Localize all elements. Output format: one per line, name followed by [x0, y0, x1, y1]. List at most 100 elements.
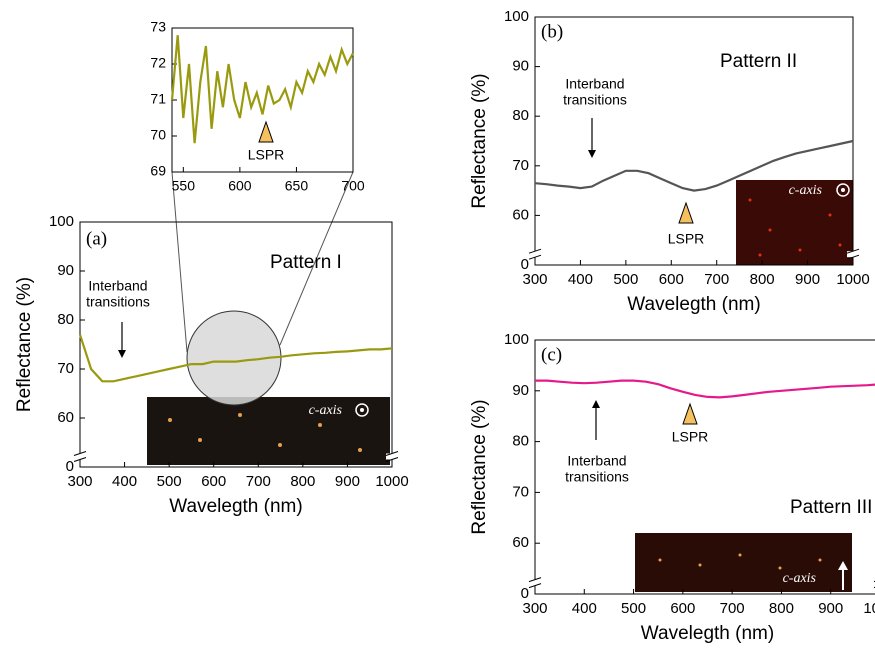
y-tick-label: 100 — [504, 8, 529, 25]
x-tick-label: 600 — [659, 271, 684, 288]
x-tick-label: 1000 — [836, 271, 869, 288]
y-tick-label: 0 — [521, 256, 529, 273]
x-axis-label: Wavelegth (nm) — [169, 496, 302, 517]
x-tick-label: 500 — [621, 600, 646, 617]
axis-symbol — [836, 183, 850, 197]
y-tick-label: 73 — [150, 19, 166, 35]
x-tick-label: 600 — [670, 600, 695, 617]
axis-break-gap — [529, 251, 541, 258]
plot-frame — [534, 339, 875, 595]
x-tick-label: 800 — [769, 600, 794, 617]
y-tick-label: 90 — [57, 262, 74, 279]
x-tick-label: 600 — [201, 473, 226, 490]
plot-frame — [79, 221, 393, 468]
axis-symbol-dot — [841, 188, 845, 192]
x-tick-label: 400 — [568, 271, 593, 288]
y-tick-label: 60 — [512, 206, 529, 223]
interband-label: transitions — [565, 469, 629, 485]
data-line — [78, 334, 393, 383]
c-axis-label: c-axis — [309, 403, 343, 418]
y-tick-label: 100 — [49, 213, 74, 230]
y-tick-label: 0 — [521, 585, 529, 602]
x-tick-label: 900 — [818, 600, 843, 617]
lspr-markers — [258, 120, 698, 425]
x-axis-label: Wavelegth (nm) — [641, 623, 774, 644]
interband-label: Interband — [567, 453, 626, 469]
x-tick-label: 700 — [720, 600, 745, 617]
axis-break-mark — [528, 248, 542, 254]
x-tick-label: 400 — [572, 600, 597, 617]
pattern-label: Pattern I — [270, 252, 342, 273]
x-tick-label: 1000 — [375, 473, 408, 490]
x-tick-label: 800 — [290, 473, 315, 490]
y-tick-label: 0 — [66, 458, 74, 475]
y-tick-label: 90 — [512, 382, 529, 399]
lspr-label: LSPR — [668, 231, 705, 247]
pattern-label: Pattern III — [790, 497, 872, 518]
x-tick-label: 550 — [172, 178, 196, 194]
y-tick-label: 72 — [150, 55, 166, 71]
zoom-line — [171, 171, 188, 353]
axis-symbol-dot — [360, 408, 364, 412]
axis-break-mark — [846, 254, 860, 260]
axis-symbol — [355, 403, 369, 417]
panel-label: (c) — [541, 344, 562, 365]
lspr-label: LSPR — [672, 429, 709, 445]
interband-label: transitions — [563, 92, 627, 108]
axis-break-mark — [73, 457, 87, 462]
zoom-circle — [186, 310, 282, 406]
arrows — [121, 118, 597, 440]
axis-break-gap — [529, 579, 541, 586]
y-tick-label: 80 — [512, 433, 529, 450]
data-line — [170, 35, 354, 144]
y-axis-label: Reflectance (%) — [14, 277, 35, 412]
speckles — [168, 198, 842, 570]
axis-break-gap — [386, 453, 398, 460]
axis-break-mark — [528, 254, 542, 260]
axis-break-mark — [528, 577, 542, 583]
micrograph-a — [147, 397, 390, 465]
x-tick-label: 650 — [285, 178, 309, 194]
y-axis-label: Reflectance (%) — [469, 73, 490, 208]
panel-label: (a) — [86, 228, 107, 249]
y-tick-label: 80 — [512, 107, 529, 124]
y-tick-label: 100 — [504, 331, 529, 348]
c-axis-label: c-axis — [783, 571, 817, 586]
x-tick-label: 900 — [795, 271, 820, 288]
axis-arrowhead — [838, 561, 848, 570]
y-axis-label: Reflectance (%) — [469, 399, 490, 534]
arrowheads — [118, 150, 600, 408]
micrograph-c — [635, 533, 852, 592]
x-tick-label: 500 — [157, 473, 182, 490]
x-axis-label: Wavelegth (nm) — [627, 294, 760, 315]
x-tick-label: 700 — [246, 473, 271, 490]
axis-break-mark — [385, 457, 399, 462]
x-tick-label: 300 — [522, 600, 547, 617]
panel-label: (b) — [541, 21, 563, 42]
axis-break-mark — [846, 248, 860, 254]
axis-break-mark — [528, 583, 542, 589]
y-tick-label: 70 — [512, 157, 529, 174]
y-tick-label: 69 — [150, 163, 166, 179]
x-tick-label: 800 — [750, 271, 775, 288]
x-tick-label: 500 — [613, 271, 638, 288]
y-tick-label: 90 — [512, 58, 529, 75]
lspr-label: LSPR — [248, 147, 285, 163]
data-line — [534, 139, 854, 192]
y-tick-label: 70 — [57, 360, 74, 377]
axis-break-mark — [385, 451, 399, 456]
x-tick-label: 700 — [341, 178, 365, 194]
y-tick-label: 60 — [512, 534, 529, 551]
x-tick-label: 300 — [522, 271, 547, 288]
interband-label: Interband — [88, 278, 147, 294]
c-axis-label: c-axis — [789, 183, 823, 198]
axis-break-mark — [73, 451, 87, 456]
x-tick-label: 900 — [335, 473, 360, 490]
y-tick-label: 70 — [512, 483, 529, 500]
data-line — [535, 379, 875, 399]
interband-label: Interband — [565, 76, 624, 92]
x-tick-label: 700 — [704, 271, 729, 288]
x-tick-label: 300 — [67, 473, 92, 490]
y-tick-label: 70 — [150, 127, 166, 143]
